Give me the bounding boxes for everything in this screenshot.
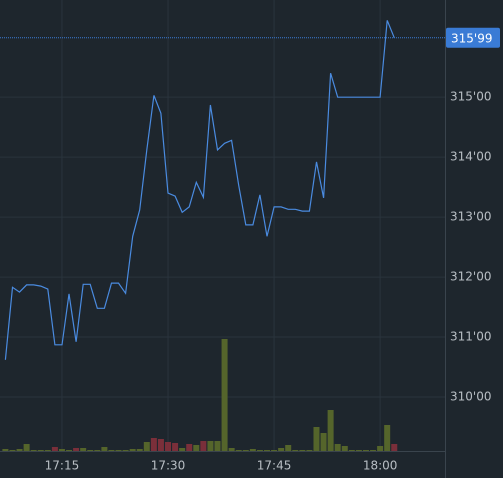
y-tick-label: 315'00 (450, 90, 491, 104)
volume-bar (73, 448, 80, 451)
volume-bar (306, 450, 313, 451)
volume-bar (377, 446, 384, 451)
volume-bar (292, 450, 299, 451)
volume-bar (299, 450, 306, 451)
volume-bar (51, 447, 58, 451)
volume-bar (285, 445, 292, 451)
volume-bar (108, 450, 115, 451)
volume-bar (193, 445, 200, 451)
volume-bar (362, 450, 369, 451)
volume-bar (101, 447, 108, 451)
volume-bar (313, 427, 320, 451)
x-tick-label: 17:30 (151, 459, 186, 473)
volume-bar (186, 444, 193, 451)
volume-bar (136, 449, 143, 451)
plot: 310'00 311'00 312'00 313'00 314'00 315'00 17:1… (0, 20, 500, 473)
x-tick-label: 17:15 (45, 459, 80, 473)
y-tick-label: 314'00 (450, 150, 491, 164)
volume-bar (44, 450, 51, 451)
volume-bar (221, 339, 228, 451)
volume-bar (94, 450, 101, 451)
volume-bar (355, 450, 362, 451)
volume-bar (200, 441, 207, 451)
x-tick-label: 17:45 (257, 459, 292, 473)
volume-bar (172, 443, 179, 451)
volume-bar (165, 442, 172, 451)
volume-bar (2, 449, 9, 451)
volume-bar (256, 450, 263, 451)
volume-bar (228, 448, 235, 451)
volume-bar (115, 450, 122, 451)
volume-bar (207, 441, 214, 451)
volume-bar (278, 448, 285, 451)
volume-bar (30, 450, 37, 451)
volume-bar (249, 449, 256, 451)
last-price-tag (446, 27, 500, 48)
y-tick-label: 313'00 (450, 210, 491, 224)
volume-bar (320, 433, 327, 451)
volume-bar (37, 450, 44, 451)
volume-bar (16, 449, 23, 451)
volume-bar (341, 446, 348, 451)
volume-bar (235, 450, 242, 451)
x-tick-label: 18:00 (363, 459, 398, 473)
volume-bar (334, 444, 341, 451)
volume-bar (271, 450, 278, 451)
y-tick-label: 312'00 (450, 270, 491, 284)
volume-bar (129, 449, 136, 451)
volume-bar (143, 442, 150, 451)
volume-bar (263, 450, 270, 451)
volume-bar (66, 450, 73, 451)
volume-bar (242, 450, 249, 451)
last-price-label: 315'99 (451, 31, 492, 45)
volume-bar (80, 448, 87, 451)
volume-bar (58, 449, 65, 451)
volume-bar (150, 438, 157, 451)
volume-bar (384, 425, 391, 451)
price-line (4, 20, 395, 360)
volume-bar (157, 439, 164, 451)
volume-bar (370, 450, 377, 451)
volume-bar (348, 450, 355, 451)
volume-bar (9, 450, 16, 451)
volume-bar (327, 410, 334, 451)
volume-bar (87, 450, 94, 451)
y-tick-label: 311'00 (450, 330, 491, 344)
volume-bar (23, 444, 30, 451)
volume-bar (179, 448, 186, 451)
volume-bar (122, 450, 129, 451)
volume-bar (214, 441, 221, 451)
y-tick-label: 310'00 (450, 390, 491, 404)
volume-bar (391, 444, 398, 451)
